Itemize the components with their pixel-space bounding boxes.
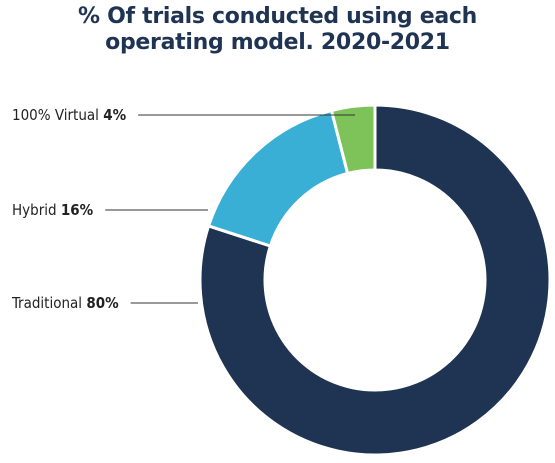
chart-title: % Of trials conducted using each operati…: [77, 4, 478, 55]
donut-slice: [198, 103, 552, 457]
donut-slice: [206, 108, 350, 248]
slice-label: 100% Virtual 4%: [12, 106, 127, 124]
value-label: 80%: [86, 294, 119, 312]
value-label: 16%: [61, 201, 94, 219]
category-name: Traditional: [11, 294, 82, 312]
category-name: Hybrid: [12, 201, 57, 219]
category-name: 100% Virtual: [12, 106, 99, 124]
slice-label: Traditional 80%: [11, 294, 119, 312]
slice-label: Hybrid 16%: [12, 201, 94, 219]
value-label: 4%: [103, 106, 126, 124]
donut-slice: [329, 103, 377, 176]
